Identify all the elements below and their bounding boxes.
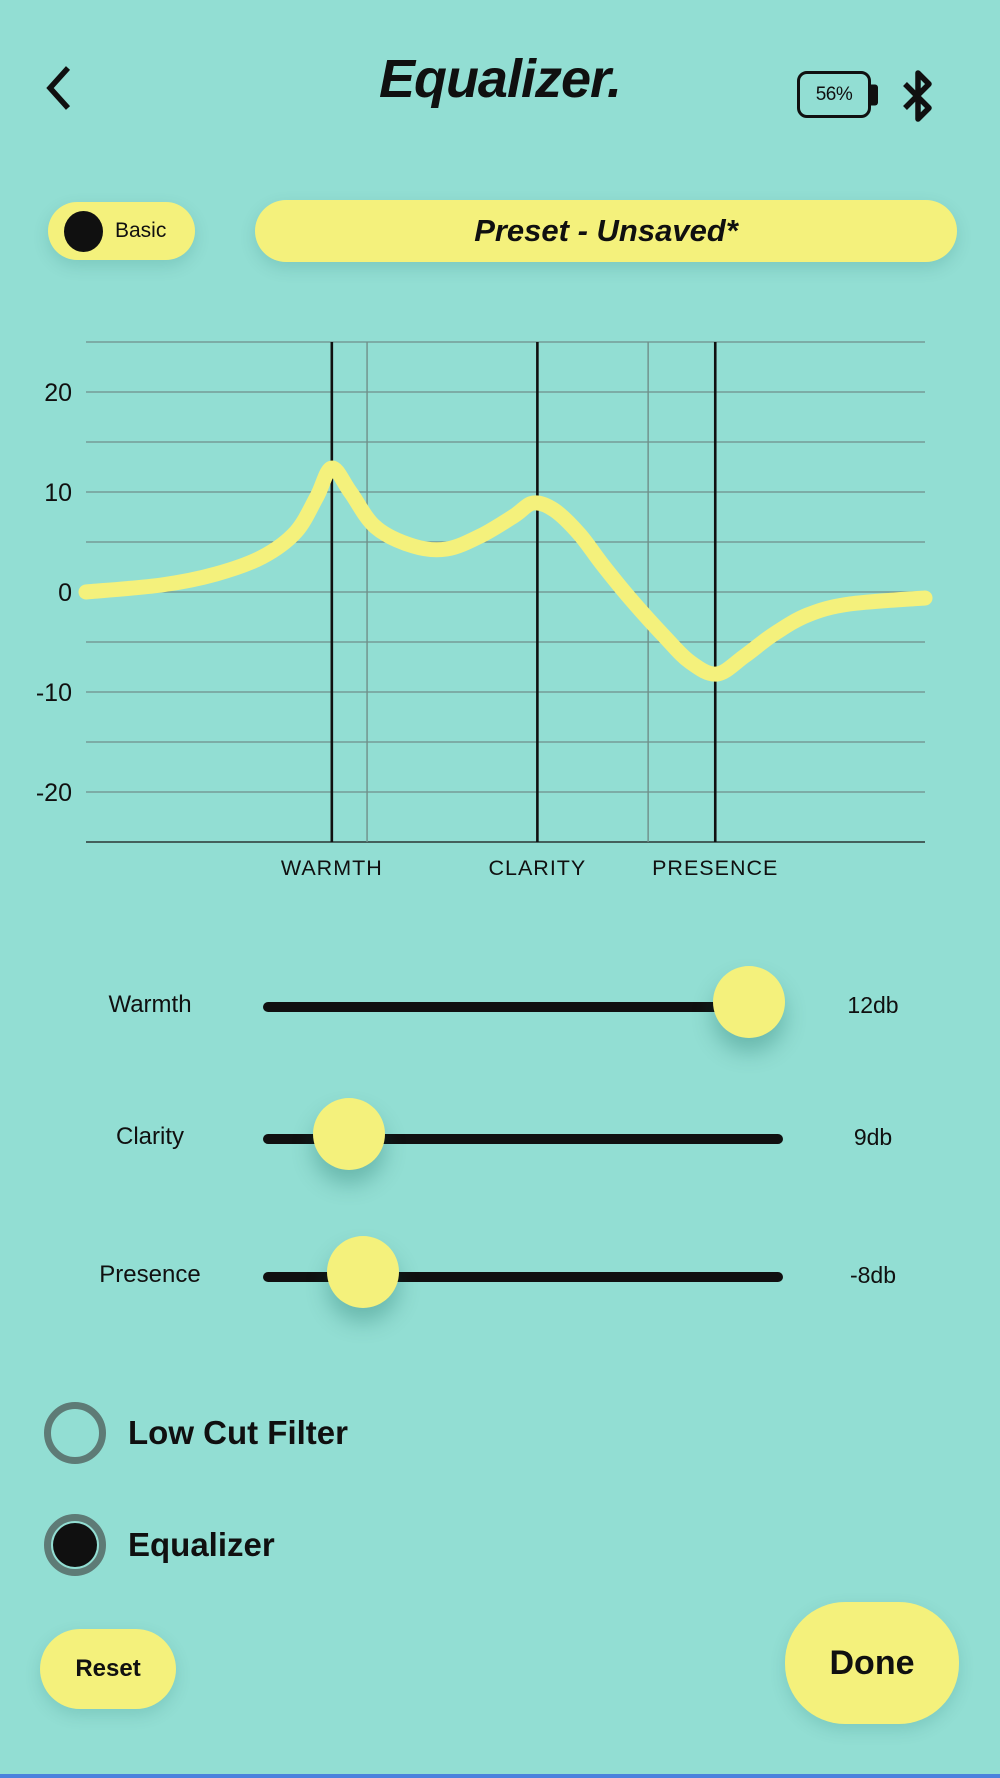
battery-nub [871, 84, 878, 105]
preset-name: Preset - Unsaved* [474, 213, 738, 248]
battery-icon: 56% [797, 71, 878, 118]
svg-text:20: 20 [44, 379, 72, 407]
eq-response-chart: WARMTH CLARITY PRESENCE 20 10 0 -10 -20 [36, 341, 933, 880]
bottom-accent-bar [0, 1774, 1000, 1778]
slider-value: 12db [847, 992, 899, 1018]
presence-slider-knob[interactable] [327, 1236, 399, 1308]
filter-option-equalizer[interactable]: Equalizer [44, 1513, 275, 1577]
warmth-slider-track[interactable] [263, 966, 785, 1038]
clarity-slider-knob[interactable] [313, 1098, 385, 1170]
radio-dot [53, 1523, 97, 1567]
slider-label: Presence [99, 1261, 201, 1288]
basic-mode-toggle[interactable]: Basic [48, 202, 195, 260]
svg-text:-10: -10 [36, 679, 72, 707]
filter-option-low-cut[interactable]: Low Cut Filter [44, 1401, 348, 1465]
preset-selector-button[interactable]: Preset - Unsaved* [255, 200, 957, 262]
radio-button[interactable] [44, 1402, 106, 1464]
warmth-slider-knob[interactable] [713, 966, 785, 1038]
filter-label: Equalizer [128, 1526, 275, 1563]
page-title: Equalizer. [378, 49, 622, 109]
basic-mode-label: Basic [115, 219, 167, 242]
clarity-slider-track[interactable] [263, 1098, 783, 1170]
back-button[interactable] [42, 62, 76, 114]
slider-label: Clarity [115, 1123, 184, 1150]
battery-percent: 56% [815, 83, 853, 105]
svg-text:CLARITY: CLARITY [488, 856, 586, 880]
filter-label: Low Cut Filter [128, 1414, 348, 1451]
bluetooth-icon [898, 68, 938, 124]
done-button[interactable]: Done [785, 1602, 959, 1724]
toggle-knob[interactable] [64, 210, 103, 252]
done-button-label: Done [829, 1643, 915, 1682]
slider-value: -8db [849, 1262, 897, 1288]
chevron-left-icon [46, 66, 71, 110]
reset-button-label: Reset [75, 1655, 141, 1682]
reset-button[interactable]: Reset [40, 1629, 176, 1709]
svg-text:0: 0 [58, 579, 72, 607]
svg-text:10: 10 [44, 479, 72, 507]
slider-label: Warmth [108, 991, 192, 1018]
svg-text:PRESENCE: PRESENCE [652, 856, 778, 880]
svg-text:WARMTH: WARMTH [281, 856, 383, 880]
slider-value: 9db [853, 1124, 893, 1150]
radio-button[interactable] [44, 1514, 106, 1576]
svg-text:-20: -20 [36, 779, 72, 807]
presence-slider-track[interactable] [263, 1236, 783, 1308]
